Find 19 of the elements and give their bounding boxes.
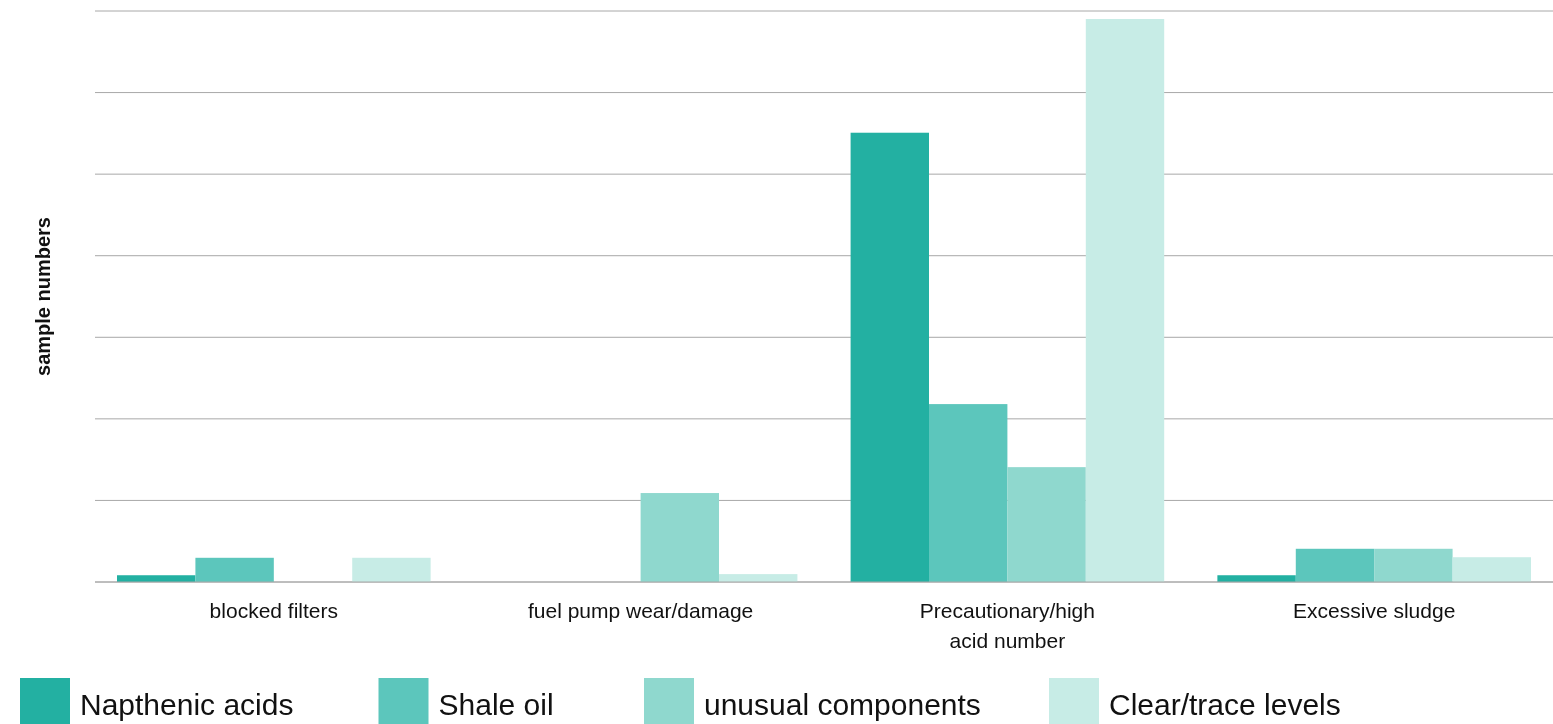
bar xyxy=(640,493,720,582)
bar xyxy=(1085,19,1165,582)
bar xyxy=(352,557,431,582)
bar xyxy=(1007,467,1086,582)
bar xyxy=(850,132,929,582)
bar xyxy=(928,404,1008,582)
bar xyxy=(1295,548,1375,582)
bar xyxy=(1452,557,1531,582)
x-tick-label: Excessive sludge xyxy=(1293,599,1456,622)
legend-label: Napthenic acids xyxy=(80,688,294,721)
x-tick-label: fuel pump wear/damage xyxy=(527,599,754,622)
bar xyxy=(195,557,274,582)
legend-label: unusual components xyxy=(704,688,981,721)
legend-label: Clear/trace levels xyxy=(1109,688,1341,721)
x-tick-label: blocked filters xyxy=(209,599,339,622)
legend-label: Shale oil xyxy=(438,688,554,721)
bar xyxy=(1374,548,1453,582)
y-axis-title: sample numbers xyxy=(32,217,54,376)
x-tick-label: Precautionary/high acid number xyxy=(919,599,1095,652)
